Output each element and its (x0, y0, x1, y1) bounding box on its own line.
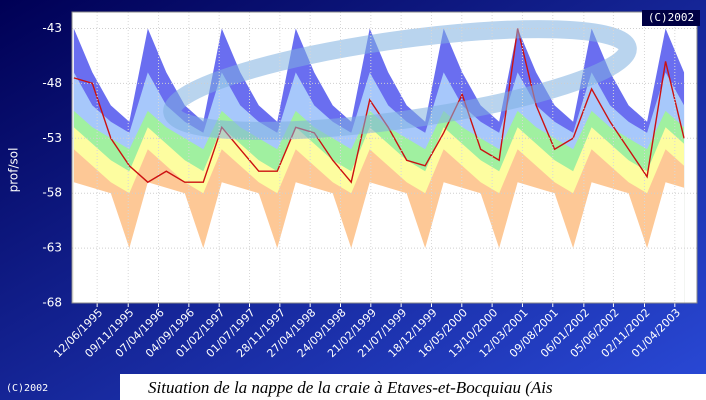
watermark (163, 20, 637, 140)
y-tick-label: -53 (42, 131, 62, 145)
plot (73, 28, 685, 303)
copyright-box (642, 10, 700, 26)
y-tick-label: -68 (42, 296, 62, 310)
y-tick-label: -63 (42, 241, 62, 255)
caption-box (120, 374, 706, 400)
level-line (73, 28, 685, 184)
band-area (73, 182, 685, 303)
y-tick-label: -48 (42, 76, 62, 90)
copyright: (C)2002 (6, 383, 48, 394)
plot-border (71, 11, 698, 304)
y-tick-label: -43 (42, 21, 62, 35)
caption: Situation de la nappe de la craie à Etav… (148, 378, 553, 397)
copyright: (C)2002 (648, 11, 694, 24)
y-tick-label: -58 (42, 186, 62, 200)
y-axis-label: prof/sol (7, 148, 21, 193)
